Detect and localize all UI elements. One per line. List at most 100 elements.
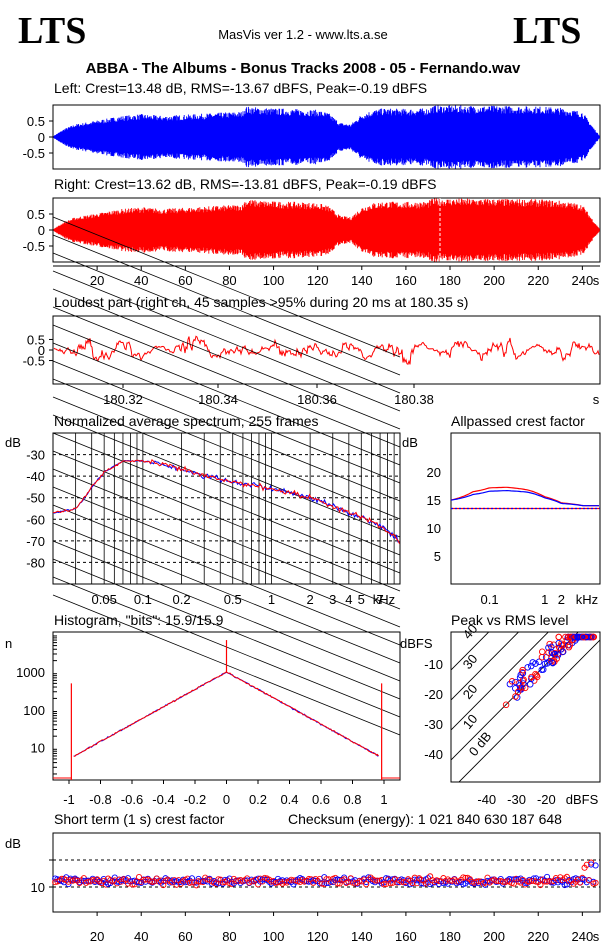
shortcrest-xunit: s xyxy=(593,929,600,944)
shortcrest-point xyxy=(460,874,467,881)
spectrum-slope xyxy=(52,396,401,538)
peakrms-point xyxy=(527,662,535,670)
spectrum-slope xyxy=(52,324,401,466)
left-ytick-label: -0.5 xyxy=(23,146,45,161)
peakrms-ytick-label: -40 xyxy=(424,747,443,762)
right-xunit: s xyxy=(593,273,600,288)
right-ytick-label: -0.5 xyxy=(23,239,45,254)
shortcrest-xtick-label: 100 xyxy=(263,929,285,944)
peakrms-point xyxy=(519,684,526,691)
right-title: Right: Crest=13.62 dB, RMS=-13.81 dBFS, … xyxy=(54,176,437,192)
spectrum-xtick-label: 7 xyxy=(376,592,383,607)
peakrms-point xyxy=(549,659,557,667)
shortcrest-point xyxy=(135,873,143,881)
spectrum-ylabel: dB xyxy=(5,435,21,450)
crest-xtick-label: 0.1 xyxy=(481,592,499,607)
histogram-title: Histogram, "bits": 15.9/15.9 xyxy=(54,612,224,628)
spectrum-ytick-label: -30 xyxy=(26,448,45,463)
crest-ylabel: dB xyxy=(402,435,418,450)
peakrms-ytick-label: -10 xyxy=(424,657,443,672)
histogram-xtick-label: 1 xyxy=(380,792,387,807)
loudest-xtick-label: 180.38 xyxy=(394,392,434,407)
right-ytick-label: 0 xyxy=(38,223,45,238)
histogram-xtick-label: 0.8 xyxy=(343,792,361,807)
peakrms-point xyxy=(520,676,527,684)
peakrms-diag xyxy=(451,632,549,731)
peakrms-xtick-label: -30 xyxy=(507,792,526,807)
spectrum-xtick-label: 0.1 xyxy=(134,592,152,607)
spectrum-xtick-label: 0.2 xyxy=(173,592,191,607)
histogram-xtick-label: 0.6 xyxy=(312,792,330,807)
spectrum-xtick-label: 2 xyxy=(307,592,314,607)
peakrms-point xyxy=(551,650,559,658)
crest-ytick-label: 20 xyxy=(427,465,441,480)
peakrms-ytick-label: -30 xyxy=(424,717,443,732)
shortcrest-xtick-label: 240 xyxy=(572,929,594,944)
shortcrest-point xyxy=(319,880,326,887)
spectrum-frame xyxy=(52,432,401,585)
spectrum-xunit: kHz xyxy=(373,592,395,607)
spectrum-xtick-label: 4 xyxy=(345,592,352,607)
left-title: Left: Crest=13.48 dB, RMS=-13.67 dBFS, P… xyxy=(54,80,428,96)
peakrms-xtick-label: -20 xyxy=(537,792,556,807)
right-xtick-label: 240 xyxy=(572,273,594,288)
shortcrest-point xyxy=(374,877,381,884)
spectrum-slope xyxy=(52,486,401,628)
spectrum-slope xyxy=(52,378,401,520)
spectrum-slope xyxy=(52,522,401,664)
spectrum-slope xyxy=(52,288,401,430)
shortcrest-point xyxy=(188,879,196,886)
spectrum-xtick-label: 0.05 xyxy=(92,592,117,607)
shortcrest-point xyxy=(316,880,323,887)
histogram-xtick-label: 0 xyxy=(223,792,230,807)
crest-right xyxy=(450,486,599,507)
histogram-ytick-label: 1000 xyxy=(16,665,45,680)
peakrms-point xyxy=(571,633,578,641)
spectrum-slope xyxy=(52,252,401,394)
shortcrest-point xyxy=(380,881,387,888)
peakrms-ytick-label: -20 xyxy=(424,687,443,702)
peakrms-point xyxy=(565,633,572,641)
logo-left: LTS xyxy=(18,10,87,52)
peakrms-point xyxy=(559,648,567,655)
loudest-ytick-label: -0.5 xyxy=(23,354,45,369)
spectrum-slope xyxy=(52,450,401,592)
loudest-line xyxy=(53,335,600,365)
spectrum-slope xyxy=(52,432,401,574)
histogram-left xyxy=(73,671,379,757)
right-xtick-label: 180 xyxy=(439,273,461,288)
peakrms-point xyxy=(527,681,534,688)
left-ytick-label: 0 xyxy=(38,130,45,145)
loudest-xtick-label: 180.36 xyxy=(297,392,337,407)
shortcrest-point xyxy=(356,877,363,885)
right-xtick-label: 20 xyxy=(90,273,104,288)
peakrms-point xyxy=(538,648,546,656)
peakrms-point xyxy=(512,693,519,700)
spectrum-right xyxy=(52,458,400,544)
peakrms-point xyxy=(553,655,561,662)
peakrms-point xyxy=(535,658,543,666)
right-xtick-label: 60 xyxy=(178,273,192,288)
peakrms-point xyxy=(589,633,597,641)
peakrms-point xyxy=(539,666,547,673)
crest-ytick-label: 5 xyxy=(434,549,441,564)
right-xtick-label: 100 xyxy=(263,273,285,288)
checksum: Checksum (energy): 1 021 840 630 187 648 xyxy=(288,811,562,827)
crest-xunit: kHz xyxy=(576,592,598,607)
loudest-ytick-label: 0.5 xyxy=(27,332,45,347)
peakrms-point xyxy=(512,678,519,686)
crest-title: Allpassed crest factor xyxy=(451,413,585,429)
right-ytick-label: 0.5 xyxy=(27,207,45,222)
spectrum-slope xyxy=(52,558,401,700)
peakrms-diag xyxy=(451,632,490,671)
shortcrest-point xyxy=(588,859,595,866)
shortcrest-xtick-label: 220 xyxy=(527,929,549,944)
loudest-title: Loudest part (right ch, 45 samples >95% … xyxy=(54,294,469,310)
shortcrest-point xyxy=(537,882,544,889)
peakrms-diag-label: 0 dB xyxy=(466,729,495,759)
histogram-xtick-label: -1 xyxy=(63,792,75,807)
shortcrest-xtick-label: 60 xyxy=(178,929,192,944)
peakrms-point xyxy=(529,659,537,666)
histogram-xtick-label: 0.2 xyxy=(249,792,267,807)
shortcrest-xtick-label: 180 xyxy=(439,929,461,944)
